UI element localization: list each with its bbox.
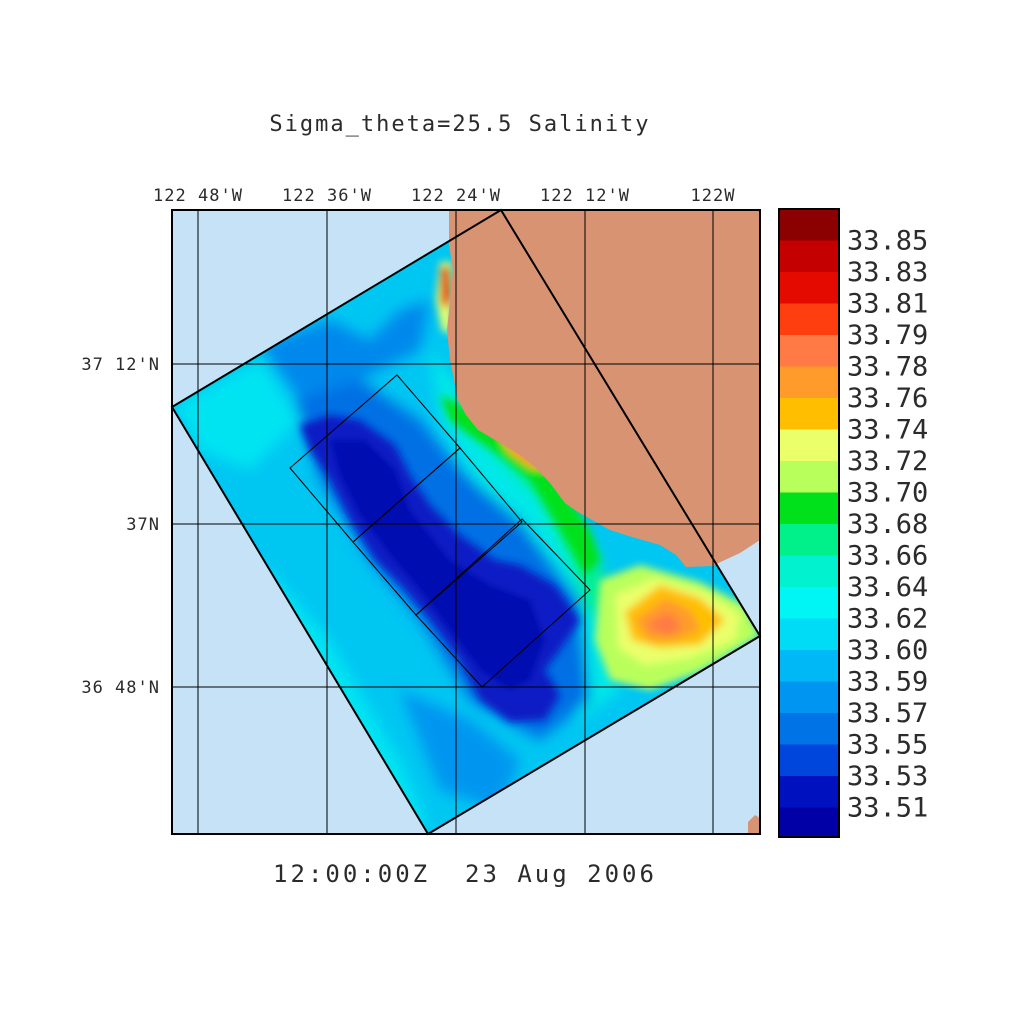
colorbar-swatch-33.66 bbox=[779, 524, 839, 556]
salinity-bay-red-orange bbox=[645, 612, 682, 636]
colorbar-swatch-33.78 bbox=[779, 335, 839, 367]
colorbar-swatch-33.83 bbox=[779, 240, 839, 273]
salinity-colorbar: 33.8533.8333.8133.7933.7833.7633.7433.72… bbox=[778, 208, 928, 838]
colorbar-swatch-33.76 bbox=[779, 366, 839, 399]
top-axis-labels: 122 48'W 122 36'W 122 24'W 122 12'W 122W bbox=[153, 186, 736, 206]
salinity-core-deep bbox=[330, 440, 545, 690]
colorbar-label-33.85: 33.85 bbox=[847, 226, 928, 257]
colorbar-swatch-33.60 bbox=[779, 618, 839, 651]
colorbar-swatch-33.64 bbox=[779, 555, 839, 588]
subdomain-box-south bbox=[415, 518, 591, 688]
colorbar-swatch-33.74 bbox=[779, 398, 839, 430]
colorbar-swatch-33.79 bbox=[779, 303, 839, 336]
salinity-patch-blue-north bbox=[260, 300, 430, 400]
colorbar-swatch-33.59 bbox=[779, 650, 839, 682]
salinity-patch-blue-southwest bbox=[400, 690, 520, 810]
colorbar-swatch-33.55 bbox=[779, 713, 839, 745]
salinity-coastal-green bbox=[440, 395, 600, 575]
land-mass bbox=[447, 210, 760, 834]
colorbar-label-33.68: 33.68 bbox=[847, 509, 928, 540]
salinity-patch-cyan-west bbox=[175, 360, 300, 470]
lon-label-122-24W: 122 24'W bbox=[411, 186, 501, 206]
colorbar-label-33.55: 33.55 bbox=[847, 730, 928, 761]
left-axis-labels: 37 12'N 37N 36 48'N bbox=[81, 355, 160, 698]
plot-frame bbox=[171, 209, 761, 835]
colorbar-frame bbox=[778, 208, 840, 838]
colorbar-swatch-33.57 bbox=[779, 681, 839, 714]
colorbar-label-33.62: 33.62 bbox=[847, 604, 928, 635]
colorbar-label-33.79: 33.79 bbox=[847, 320, 928, 351]
colorbar-swatch-33.51 bbox=[779, 776, 839, 808]
colorbar-swatch-33.72 bbox=[779, 429, 839, 462]
subdomain-boxes bbox=[289, 374, 591, 688]
timestamp-label: 12:00:00Z 23 Aug 2006 bbox=[273, 860, 657, 888]
colorbar-label-33.81: 33.81 bbox=[847, 289, 928, 320]
colorbar-swatch-33.68 bbox=[779, 492, 839, 525]
salinity-coastal-red-north bbox=[441, 266, 451, 310]
lon-label-122W: 122W bbox=[691, 186, 736, 206]
land-california-coast bbox=[447, 210, 760, 567]
colorbar-label-33.72: 33.72 bbox=[847, 446, 928, 477]
colorbar-label-33.66: 33.66 bbox=[847, 541, 928, 572]
colorbar-label-33.76: 33.76 bbox=[847, 383, 928, 414]
colorbar-label-33.64: 33.64 bbox=[847, 572, 928, 603]
map-title: Sigma_theta=25.5 Salinity bbox=[269, 112, 650, 137]
lat-label-36-48N: 36 48'N bbox=[81, 678, 160, 698]
map-plot-area bbox=[170, 208, 762, 836]
graticule bbox=[172, 210, 760, 834]
colorbar-swatch-33.81 bbox=[779, 272, 839, 304]
lat-label-37-12N: 37 12'N bbox=[81, 355, 160, 375]
lon-label-122-36W: 122 36'W bbox=[282, 186, 372, 206]
lon-label-122-12W: 122 12'W bbox=[540, 186, 630, 206]
colorbar-label-33.83: 33.83 bbox=[847, 257, 928, 288]
colorbar-swatch-33.85 bbox=[779, 209, 839, 241]
colorbar-swatch-33.53 bbox=[779, 744, 839, 777]
colorbar-label-33.53: 33.53 bbox=[847, 761, 928, 792]
lon-label-122-48W: 122 48'W bbox=[153, 186, 243, 206]
land-southeast-tip bbox=[748, 815, 760, 834]
lat-label-37N: 37N bbox=[126, 515, 160, 535]
colorbar-swatch-33.62 bbox=[779, 587, 839, 619]
colorbar-swatch-33.70 bbox=[779, 461, 839, 493]
colorbar-label-33.57: 33.57 bbox=[847, 698, 928, 729]
colorbar-swatch-bottom bbox=[779, 807, 839, 837]
subdomain-box-middle bbox=[352, 447, 523, 616]
colorbar-label-33.51: 33.51 bbox=[847, 793, 928, 824]
colorbar-label-33.60: 33.60 bbox=[847, 635, 928, 666]
colorbar-label-33.59: 33.59 bbox=[847, 667, 928, 698]
colorbar-label-33.78: 33.78 bbox=[847, 352, 928, 383]
colorbar-label-33.74: 33.74 bbox=[847, 415, 928, 446]
colorbar-label-33.70: 33.70 bbox=[847, 478, 928, 509]
